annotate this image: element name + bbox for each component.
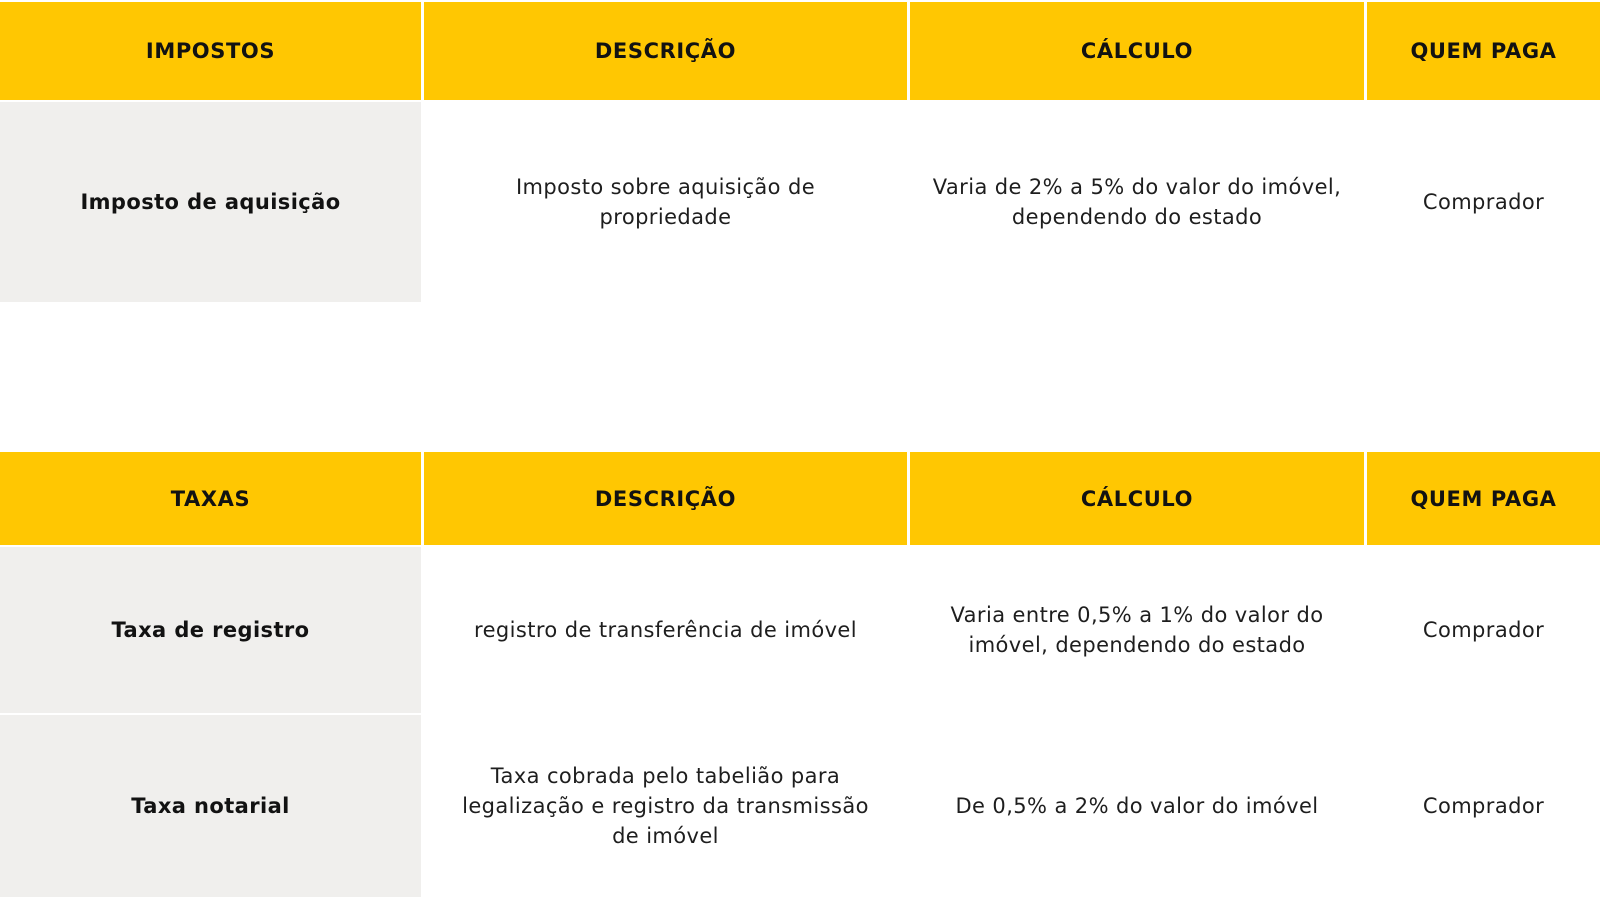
col-header-descricao: DESCRIÇÃO bbox=[424, 2, 907, 100]
taxas-table: TAXAS DESCRIÇÃO CÁLCULO QUEM PAGA Taxa d… bbox=[0, 452, 1600, 897]
tax-name-text: Taxa notarial bbox=[131, 794, 290, 818]
col-header-impostos: IMPOSTOS bbox=[0, 2, 421, 100]
tax-name-text: Taxa de registro bbox=[111, 618, 310, 642]
cell-tax-name: Taxa notarial bbox=[0, 715, 421, 897]
payer-text: Comprador bbox=[1422, 190, 1545, 214]
cell-calculation: Varia entre 0,5% a 1% do valor do imóvel… bbox=[910, 547, 1364, 713]
calculation-text: De 0,5% a 2% do valor do imóvel bbox=[955, 794, 1319, 818]
col-header-quem-paga: QUEM PAGA bbox=[1367, 2, 1600, 100]
tax-name-text: Imposto de aquisição bbox=[80, 190, 341, 214]
cell-description: Taxa cobrada pelo tabelião para legaliza… bbox=[424, 715, 907, 897]
col-header-taxas: TAXAS bbox=[0, 452, 421, 545]
cell-calculation: De 0,5% a 2% do valor do imóvel bbox=[910, 715, 1364, 897]
cell-payer: Comprador bbox=[1367, 547, 1600, 713]
payer-text: Comprador bbox=[1422, 794, 1545, 818]
cell-payer: Comprador bbox=[1367, 715, 1600, 897]
payer-text: Comprador bbox=[1422, 618, 1545, 642]
cell-tax-name: Imposto de aquisição bbox=[0, 102, 421, 302]
cell-description: Imposto sobre aquisição de propriedade bbox=[424, 102, 907, 302]
col-header-calculo: CÁLCULO bbox=[910, 2, 1364, 100]
cell-payer: Comprador bbox=[1367, 102, 1600, 302]
col-header-calculo: CÁLCULO bbox=[910, 452, 1364, 545]
description-text: Imposto sobre aquisição de propriedade bbox=[515, 175, 816, 229]
description-text: registro de transferência de imóvel bbox=[474, 618, 857, 642]
cell-tax-name: Taxa de registro bbox=[0, 547, 421, 713]
description-text: Taxa cobrada pelo tabelião para legaliza… bbox=[462, 764, 869, 848]
col-header-quem-paga: QUEM PAGA bbox=[1367, 452, 1600, 545]
calculation-text: Varia de 2% a 5% do valor do imóvel, dep… bbox=[932, 175, 1342, 229]
calculation-text: Varia entre 0,5% a 1% do valor do imóvel… bbox=[950, 603, 1324, 657]
cell-calculation: Varia de 2% a 5% do valor do imóvel, dep… bbox=[910, 102, 1364, 302]
cell-description: registro de transferência de imóvel bbox=[424, 547, 907, 713]
col-header-descricao: DESCRIÇÃO bbox=[424, 452, 907, 545]
impostos-table: IMPOSTOS DESCRIÇÃO CÁLCULO QUEM PAGA Imp… bbox=[0, 2, 1600, 302]
